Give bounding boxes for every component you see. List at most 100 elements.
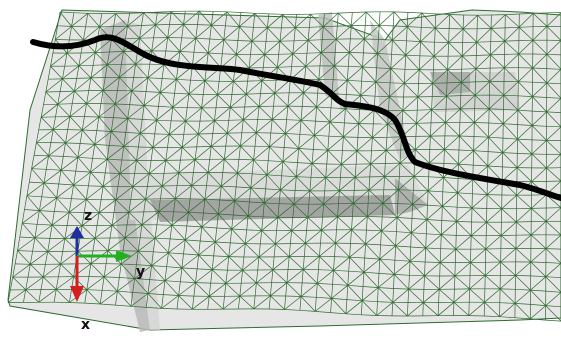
mesh-edge xyxy=(90,64,108,79)
mesh-edge xyxy=(107,51,124,65)
mesh-edge xyxy=(163,64,177,80)
mesh-edge xyxy=(378,39,393,41)
mesh-edge xyxy=(120,263,135,279)
mesh-edge xyxy=(246,93,261,95)
mesh-edge xyxy=(132,173,150,187)
mesh-edge xyxy=(98,199,102,213)
mesh-edge xyxy=(215,94,218,108)
mesh-edge xyxy=(130,293,149,307)
mesh-edge xyxy=(377,274,395,288)
mesh-edge xyxy=(111,131,126,133)
mesh-edge xyxy=(516,167,532,182)
mesh-edge xyxy=(330,107,346,110)
mesh-edge xyxy=(519,13,534,15)
mesh-edge xyxy=(298,135,315,149)
mesh-edge xyxy=(25,289,39,303)
mesh-edge xyxy=(183,24,197,39)
mesh-edge xyxy=(189,185,193,199)
mesh-edge xyxy=(384,163,386,177)
mesh-edge xyxy=(92,144,96,159)
mesh-edge xyxy=(409,246,412,262)
mesh-edge xyxy=(181,267,196,283)
mesh-edge xyxy=(106,51,110,65)
mesh-edge xyxy=(546,54,561,70)
mesh-edge xyxy=(344,108,346,123)
mesh-edge xyxy=(309,190,324,205)
mesh-edge xyxy=(394,274,410,276)
mesh-edge xyxy=(545,248,561,264)
mesh-edge xyxy=(291,230,306,244)
mesh-edge xyxy=(305,65,320,80)
mesh-edge xyxy=(377,287,379,302)
mesh-edge xyxy=(26,195,40,211)
mesh-edge xyxy=(26,182,45,197)
mesh-edge xyxy=(377,39,393,54)
mesh-edge xyxy=(207,158,225,173)
mesh-edge xyxy=(195,24,198,39)
mesh-edge xyxy=(84,302,101,305)
mesh-edge xyxy=(448,28,450,43)
mesh-edge xyxy=(275,230,292,245)
mesh-edge xyxy=(420,27,436,42)
mesh-edge xyxy=(393,25,408,27)
mesh-edge xyxy=(459,122,461,137)
mesh-edge xyxy=(56,197,70,213)
mesh-edge xyxy=(69,211,83,226)
mesh-edge xyxy=(258,243,276,258)
mesh-edge xyxy=(99,13,116,28)
mesh-edge xyxy=(158,211,173,226)
mesh-edge xyxy=(333,256,350,271)
mesh-edge xyxy=(230,93,247,108)
mesh-edge xyxy=(34,224,38,238)
mesh-edge xyxy=(169,11,172,25)
mesh-edge xyxy=(239,295,255,310)
mesh-edge xyxy=(363,38,365,53)
mesh-edge xyxy=(90,263,105,278)
mesh-edge xyxy=(39,197,57,211)
mesh-edge xyxy=(198,120,215,135)
mesh-edge xyxy=(323,26,337,40)
mesh-edge xyxy=(115,304,131,307)
mesh-edge xyxy=(52,129,66,144)
mesh-edge xyxy=(545,319,561,322)
mesh-edge xyxy=(260,80,263,94)
mesh-edge xyxy=(302,269,318,284)
mesh-edge xyxy=(329,121,345,124)
mesh-edge xyxy=(49,225,53,239)
mesh-edge xyxy=(164,280,179,296)
mesh-edge xyxy=(50,65,63,80)
mesh-edge xyxy=(197,24,212,26)
mesh-edge xyxy=(272,256,275,270)
mesh-edge xyxy=(333,256,335,271)
mesh-edge xyxy=(308,190,311,205)
mesh-edge xyxy=(195,37,210,40)
mesh-edge xyxy=(380,230,382,245)
mesh-edge xyxy=(26,182,30,196)
mesh-edge xyxy=(323,25,338,28)
mesh-edge xyxy=(429,136,431,150)
mesh-edge xyxy=(501,167,518,182)
mesh-edge xyxy=(292,40,295,54)
mesh-edge xyxy=(312,135,315,150)
mesh-edge xyxy=(487,165,503,168)
mesh-edge xyxy=(392,39,406,56)
mesh-edge xyxy=(161,308,178,310)
mesh-edge xyxy=(244,229,248,244)
mesh-edge xyxy=(245,243,260,258)
mesh-edge xyxy=(188,93,204,95)
mesh-edge xyxy=(201,94,218,109)
mesh-edge xyxy=(319,256,334,271)
mesh-edge xyxy=(185,239,201,242)
mesh-edge xyxy=(245,80,263,95)
mesh-edge xyxy=(292,52,308,55)
mesh-edge xyxy=(379,244,381,260)
mesh-edge xyxy=(173,211,189,213)
mesh-edge xyxy=(331,298,347,315)
mesh-edge xyxy=(432,83,447,97)
mesh-edge xyxy=(314,298,332,312)
mesh-edge xyxy=(382,216,398,218)
mesh-edge xyxy=(151,252,169,266)
mesh-edge xyxy=(223,26,240,41)
